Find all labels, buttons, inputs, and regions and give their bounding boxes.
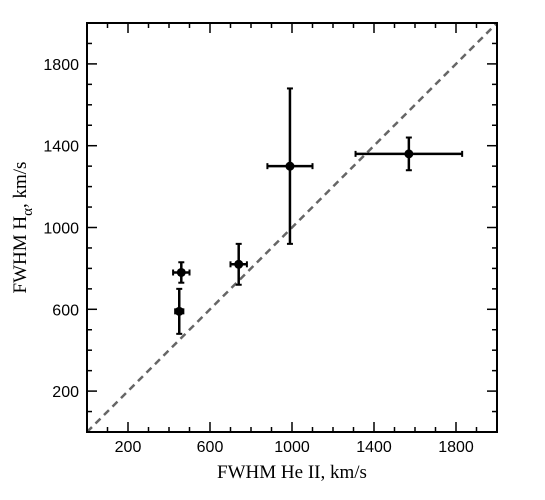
data-point-marker [176,267,186,277]
tick-labels: 200 600 1000 1400 1800 200 600 1000 1400 1800 [43,57,473,456]
x-tick-label: 600 [197,439,224,456]
y-tick-label: 200 [52,384,79,401]
x-tick-label: 1400 [356,439,392,456]
y-axis-title-prefix: FWHM H [10,216,31,294]
data-point-marker [174,306,184,316]
plot-frame [86,22,498,433]
data-point-marker [285,161,295,171]
x-tick-label: 1000 [274,439,310,456]
y-axis-title-subscript: α [20,208,36,216]
y-tick-label: 1400 [43,139,79,156]
data-point [266,87,314,245]
data-point [172,261,191,284]
one-to-one-reference-line [86,22,498,433]
data-points-layer [172,87,464,335]
data-point-marker [234,259,244,269]
y-axis-title-suffix: , km/s [10,162,31,208]
reference-line-layer [86,22,498,433]
x-tick-label: 200 [115,439,142,456]
y-axis-title: FWHM Hα, km/s [10,162,36,294]
x-axis-title: FWHM He II, km/s [217,462,367,483]
data-point-marker [404,149,414,159]
x-tick-label: 1800 [438,439,474,456]
data-point [229,242,248,286]
data-point [174,287,185,335]
y-tick-label: 1000 [43,221,79,238]
y-tick-label: 1800 [43,57,79,74]
y-tick-label: 600 [52,302,79,319]
data-point [354,136,464,172]
